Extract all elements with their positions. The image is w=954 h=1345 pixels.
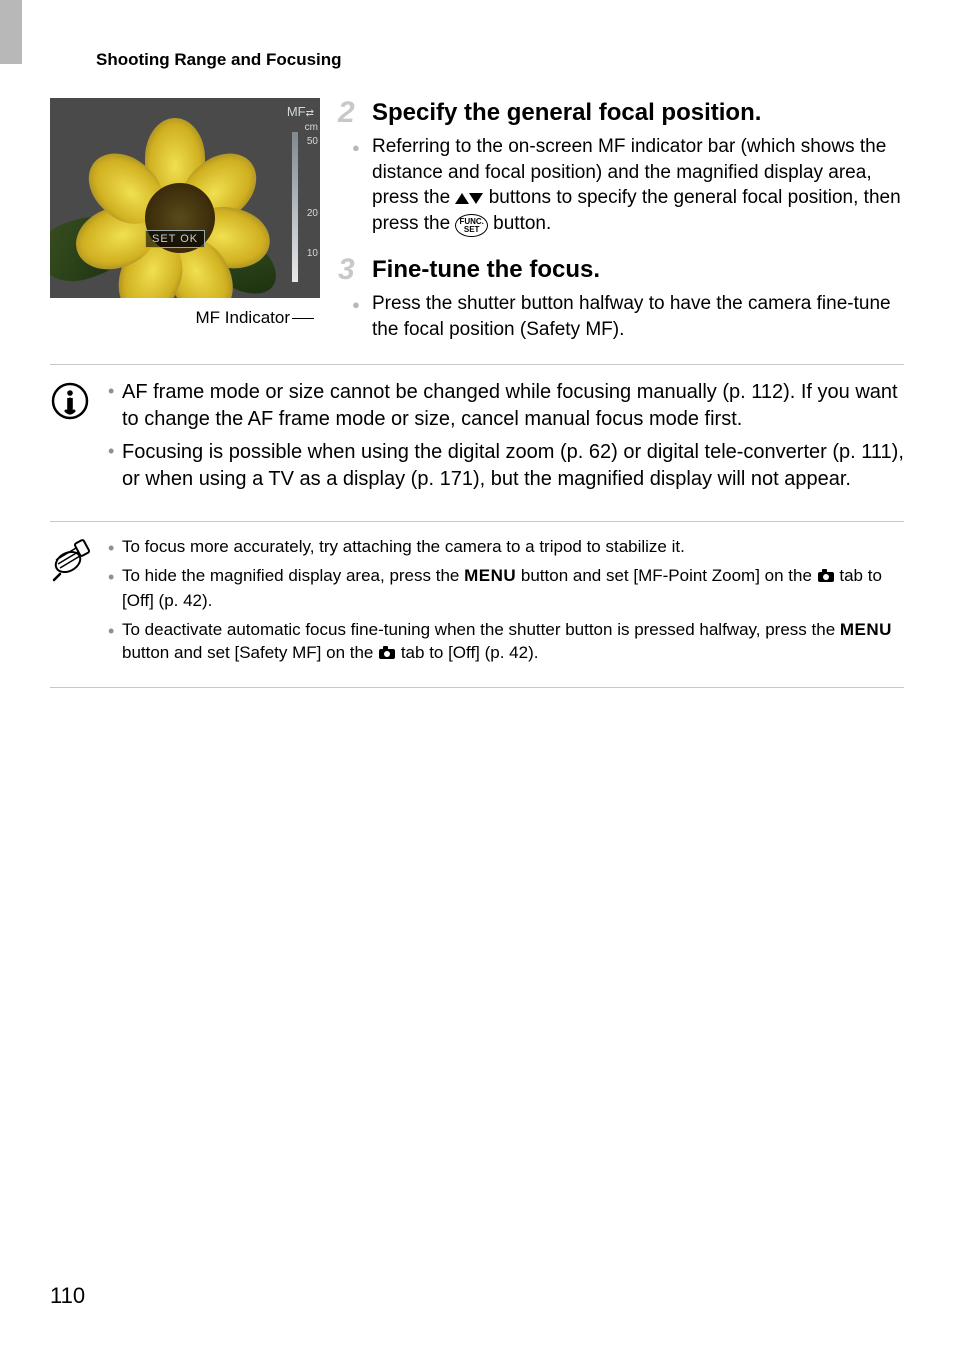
warning-item-1: AF frame mode or size cannot be changed …	[108, 379, 904, 433]
page-number: 110	[50, 1283, 85, 1309]
down-arrow-icon	[469, 193, 483, 204]
warning-list: AF frame mode or size cannot be changed …	[108, 379, 904, 499]
step-3-body: Press the shutter button halfway to have…	[338, 291, 904, 342]
tip-list: To focus more accurately, try attaching …	[108, 536, 904, 673]
scale-20: 20	[307, 208, 318, 219]
mf-label: MF⇄	[287, 104, 314, 119]
tip-icon	[50, 536, 94, 673]
scale-50: 50	[307, 136, 318, 147]
tip-item-2: To hide the magnified display area, pres…	[108, 565, 904, 613]
scale-10: 10	[307, 248, 318, 259]
tip-item-3: To deactivate automatic focus fine-tunin…	[108, 619, 904, 667]
warning-block: AF frame mode or size cannot be changed …	[50, 379, 904, 499]
divider-3	[50, 687, 904, 688]
tip-block: To focus more accurately, try attaching …	[50, 536, 904, 673]
step-2-head: 2 Specify the general focal position.	[338, 98, 904, 128]
mf-scale-bar	[292, 132, 298, 282]
side-tab	[0, 0, 22, 64]
page-header: Shooting Range and Focusing	[96, 50, 904, 70]
main-content: SET OK MF⇄ cm 50 20 10 MF Indicator 2 Sp…	[50, 98, 904, 342]
camera-tab-icon	[817, 567, 835, 590]
step-2-body: Referring to the on-screen MF indicator …	[338, 134, 904, 237]
example-photo: SET OK MF⇄ cm 50 20 10	[50, 98, 320, 298]
divider-1	[50, 364, 904, 365]
tip-item-1: To focus more accurately, try attaching …	[108, 536, 904, 559]
step-2-number: 2	[338, 98, 362, 128]
func-set-icon: FUNC.SET	[455, 214, 487, 237]
set-ok-overlay: SET OK	[145, 230, 205, 248]
photo-caption: MF Indicator	[50, 308, 320, 328]
warning-item-2: Focusing is possible when using the digi…	[108, 439, 904, 493]
up-arrow-icon	[455, 193, 469, 204]
step-3-title: Fine-tune the focus.	[372, 255, 600, 285]
scale-unit: cm	[305, 122, 318, 133]
divider-2	[50, 521, 904, 522]
left-column: SET OK MF⇄ cm 50 20 10 MF Indicator	[50, 98, 320, 342]
step-3-head: 3 Fine-tune the focus.	[338, 255, 904, 285]
step-2-title: Specify the general focal position.	[372, 98, 761, 128]
menu-text: MENU	[840, 620, 892, 639]
step-3-number: 3	[338, 255, 362, 285]
warning-icon	[50, 379, 94, 499]
menu-text: MENU	[464, 566, 516, 585]
right-column: 2 Specify the general focal position. Re…	[338, 98, 904, 342]
camera-tab-icon	[378, 644, 396, 667]
